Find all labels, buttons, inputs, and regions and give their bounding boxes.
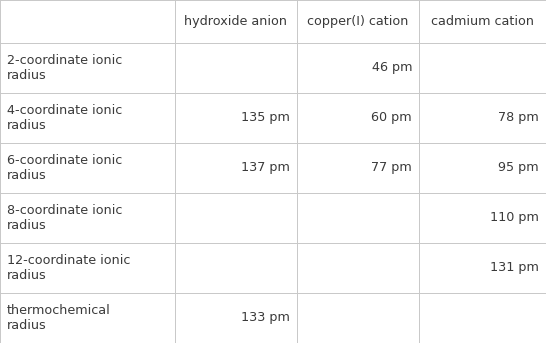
Text: 12-coordinate ionic
radius: 12-coordinate ionic radius [7,254,130,282]
Text: 137 pm: 137 pm [241,162,290,175]
Text: 77 pm: 77 pm [371,162,412,175]
Text: 78 pm: 78 pm [498,111,539,125]
Text: cadmium cation: cadmium cation [431,15,534,28]
Text: hydroxide anion: hydroxide anion [185,15,288,28]
Text: 133 pm: 133 pm [241,311,290,324]
Text: 95 pm: 95 pm [498,162,539,175]
Text: 110 pm: 110 pm [490,212,539,225]
Text: 2-coordinate ionic
radius: 2-coordinate ionic radius [7,54,122,82]
Text: 135 pm: 135 pm [241,111,290,125]
Text: 4-coordinate ionic
radius: 4-coordinate ionic radius [7,104,122,132]
Text: thermochemical
radius: thermochemical radius [7,304,111,332]
Text: 60 pm: 60 pm [371,111,412,125]
Text: 46 pm: 46 pm [371,61,412,74]
Text: 8-coordinate ionic
radius: 8-coordinate ionic radius [7,204,122,232]
Text: 6-coordinate ionic
radius: 6-coordinate ionic radius [7,154,122,182]
Text: 131 pm: 131 pm [490,261,539,274]
Text: copper(I) cation: copper(I) cation [307,15,409,28]
